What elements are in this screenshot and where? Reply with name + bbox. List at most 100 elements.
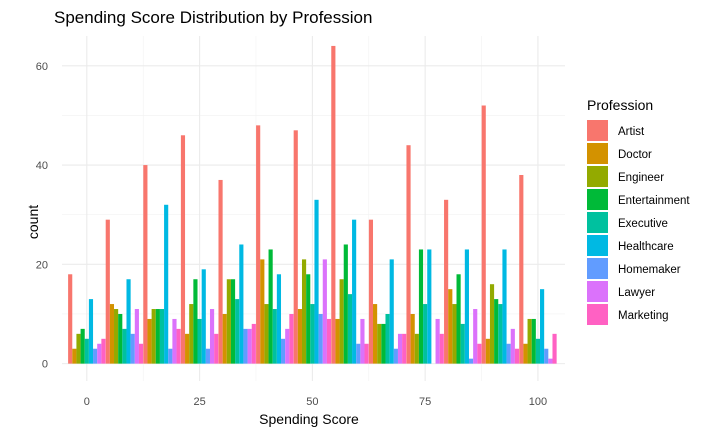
- legend-label: Executive: [618, 218, 668, 230]
- bar: [481, 105, 486, 364]
- y-tick-label: 40: [36, 160, 48, 172]
- bar: [527, 318, 532, 364]
- bar: [410, 313, 415, 364]
- bar: [477, 343, 482, 364]
- bar: [122, 328, 127, 364]
- y-tick-label: 0: [42, 359, 48, 371]
- bar: [519, 174, 524, 364]
- bar: [76, 333, 81, 364]
- bar: [377, 323, 382, 364]
- legend-swatch: [587, 235, 608, 256]
- bar: [322, 259, 327, 364]
- bar: [84, 338, 89, 364]
- bar: [281, 338, 286, 364]
- bar: [306, 274, 311, 364]
- bar: [109, 304, 115, 364]
- bar: [264, 304, 269, 364]
- bar: [485, 338, 490, 364]
- bar: [389, 259, 394, 364]
- bar: [494, 299, 499, 364]
- legend-label: Homemaker: [618, 264, 681, 276]
- bar: [439, 333, 444, 364]
- bar: [423, 304, 428, 364]
- legend-swatch: [587, 143, 608, 164]
- bar: [473, 309, 478, 364]
- bar: [397, 333, 403, 364]
- x-axis-ticks: 0 25 50 75 100: [84, 396, 547, 408]
- x-tick-label: 50: [306, 396, 318, 408]
- bar: [448, 289, 453, 364]
- bar: [159, 309, 165, 364]
- bar: [535, 338, 541, 364]
- bar: [105, 219, 110, 364]
- bar: [88, 299, 94, 364]
- legend-swatch: [587, 281, 608, 302]
- bar: [134, 309, 139, 364]
- legend-swatch: [587, 304, 608, 325]
- legend-label: Lawyer: [618, 287, 655, 299]
- bar: [310, 304, 315, 364]
- bar: [502, 249, 507, 364]
- bar: [235, 299, 240, 364]
- bar: [114, 309, 119, 364]
- bar: [185, 333, 190, 364]
- bar: [331, 45, 336, 364]
- legend-label: Entertainment: [618, 195, 690, 207]
- bar: [540, 289, 545, 364]
- bar: [335, 318, 340, 364]
- legend-swatch: [587, 120, 608, 141]
- bar: [143, 165, 148, 364]
- bar: [360, 318, 365, 364]
- bar: [256, 125, 261, 364]
- bar: [514, 348, 520, 364]
- bar: [548, 358, 553, 364]
- bar: [239, 244, 244, 364]
- bar: [498, 304, 503, 364]
- bar: [151, 309, 156, 364]
- bar: [209, 309, 215, 364]
- bar: [180, 135, 186, 364]
- bar: [352, 219, 357, 364]
- bar: [201, 269, 206, 364]
- x-tick-label: 0: [84, 396, 90, 408]
- bars: [68, 45, 557, 364]
- bar: [260, 259, 265, 364]
- bar: [464, 249, 469, 364]
- bar: [118, 313, 123, 364]
- bar: [414, 333, 419, 364]
- bar: [80, 328, 85, 364]
- bar: [205, 348, 210, 364]
- bar: [460, 323, 465, 364]
- bar: [373, 304, 378, 364]
- bar: [251, 323, 256, 364]
- bar: [301, 259, 307, 364]
- bar: [452, 304, 457, 364]
- legend-label: Artist: [618, 126, 645, 138]
- bar: [243, 328, 248, 364]
- bar: [523, 343, 528, 364]
- legend-label: Doctor: [618, 149, 652, 161]
- bar: [402, 333, 407, 364]
- y-tick-label: 20: [36, 259, 48, 271]
- bar: [427, 249, 432, 364]
- legend-label: Healthcare: [618, 241, 674, 253]
- bar: [155, 309, 160, 364]
- bar: [435, 318, 440, 364]
- bar: [510, 328, 515, 364]
- bar: [101, 338, 106, 364]
- bar: [176, 328, 181, 364]
- bar: [418, 249, 424, 364]
- bar: [272, 309, 277, 364]
- bar: [68, 274, 73, 364]
- bar: [164, 204, 169, 364]
- bar: [172, 318, 177, 364]
- bar: [126, 279, 131, 364]
- bar: [343, 244, 348, 364]
- bar: [356, 343, 361, 364]
- legend-swatch: [587, 258, 608, 279]
- bar: [168, 348, 173, 364]
- bar: [506, 343, 511, 364]
- legend-swatch: [587, 212, 608, 233]
- bar: [489, 284, 495, 364]
